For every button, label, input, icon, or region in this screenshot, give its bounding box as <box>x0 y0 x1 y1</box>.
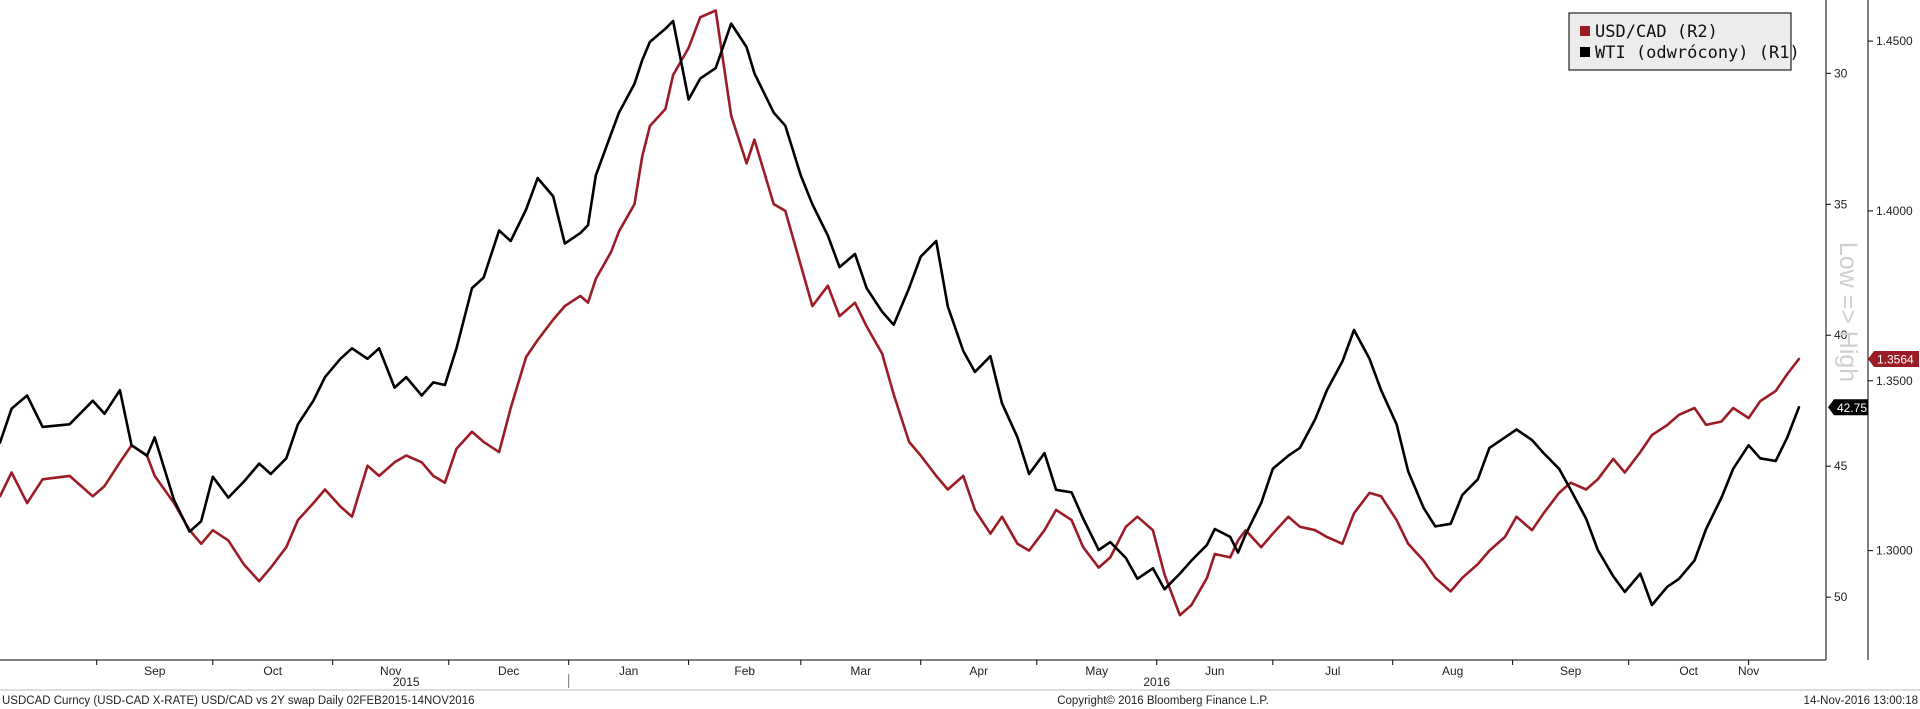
series-layer <box>0 9 1801 617</box>
x-tick-label: Apr <box>969 664 988 678</box>
legend-swatch-wti <box>1580 47 1590 57</box>
r1-tick-label: 45 <box>1834 459 1848 473</box>
x-tick-label: Sep <box>1560 664 1582 678</box>
x-tick-label: Aug <box>1442 664 1463 678</box>
r2-tick-label: 1.3000 <box>1876 544 1913 558</box>
legend-swatch-usdcad <box>1580 26 1590 36</box>
r1-tick-label: 50 <box>1834 590 1848 604</box>
footer-copyright: Copyright© 2016 Bloomberg Finance L.P. <box>1057 695 1269 707</box>
last-value-wti: 42.75 <box>1837 401 1867 415</box>
right-axis-direction-label: Low => High <box>1834 242 1862 382</box>
r1-tick-label: 35 <box>1834 197 1848 211</box>
series-line-usdcad <box>0 9 1801 617</box>
legend-label-usdcad: USD/CAD (R2) <box>1595 22 1718 42</box>
r2-tick-label: 1.4500 <box>1876 34 1913 48</box>
r2-axis-ticks: 1.3000 1.3500 1.4000 1.4500 <box>1868 34 1913 558</box>
x-tick-label: Feb <box>734 664 755 678</box>
x-tick-label: Oct <box>1679 664 1698 678</box>
x-tick-label: Mar <box>850 664 871 678</box>
x-year-label: 2016 <box>1143 675 1170 689</box>
r1-axis-ticks: 30 35 40 45 50 <box>1826 66 1848 604</box>
x-tick-label: Dec <box>498 664 519 678</box>
legend: USD/CAD (R2) WTI (odwrócony) (R1) <box>1568 12 1800 71</box>
legend-box <box>1568 12 1792 71</box>
plot-background <box>0 0 1826 660</box>
r2-tick-label: 1.4000 <box>1876 204 1913 218</box>
x-axis-ticks: Sep Oct Nov Dec Jan Feb Mar Apr May Jun Jul Aug Sep O… <box>96 660 1759 689</box>
x-tick-label: Jan <box>619 664 638 678</box>
last-value-badge-wti: 42.75 <box>1828 399 1868 416</box>
last-value-usdcad: 1.3564 <box>1877 353 1914 367</box>
r1-tick-label: 30 <box>1834 66 1848 80</box>
footer-source: USDCAD Curncy (USD-CAD X-RATE) USD/CAD v… <box>2 695 475 707</box>
x-tick-label: Nov <box>1738 664 1759 678</box>
x-tick-label: Jul <box>1325 664 1340 678</box>
r1-tick-label: 40 <box>1834 328 1848 342</box>
x-year-label: 2015 <box>393 675 420 689</box>
x-tick-label: Oct <box>263 664 282 678</box>
last-value-badge-usdcad: 1.3564 <box>1868 351 1919 368</box>
footer-timestamp: 14-Nov-2016 13:00:18 <box>1804 695 1918 707</box>
x-tick-label: May <box>1085 664 1108 678</box>
x-tick-label: Jun <box>1205 664 1224 678</box>
x-tick-label: Sep <box>144 664 166 678</box>
series-line-wti <box>0 19 1801 607</box>
x-tick-label: Nov <box>380 664 401 678</box>
legend-label-wti: WTI (odwrócony) (R1) <box>1595 43 1800 63</box>
r2-tick-label: 1.3500 <box>1876 374 1913 388</box>
